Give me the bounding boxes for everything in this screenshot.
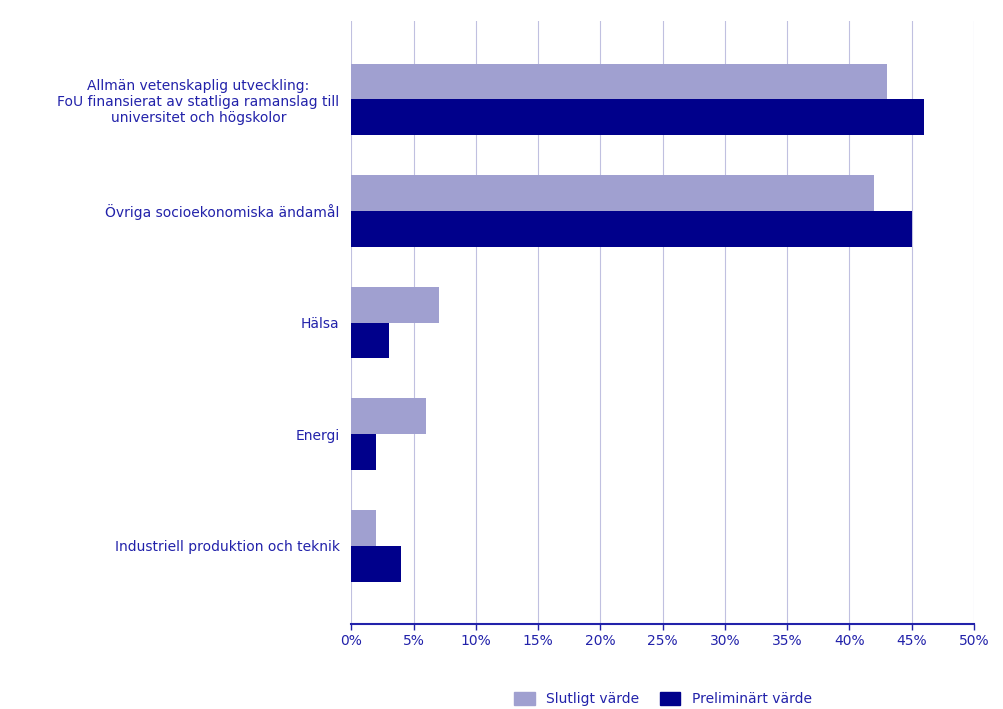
Bar [351, 175, 874, 211]
Bar [351, 287, 438, 323]
Bar [351, 434, 376, 470]
Legend: Slutligt värde, Preliminärt värde: Slutligt värde, Preliminärt värde [507, 685, 817, 709]
Bar [351, 99, 923, 135]
Bar [351, 398, 425, 434]
Bar [351, 323, 388, 358]
Bar [351, 211, 911, 247]
Bar [351, 510, 376, 546]
Bar [351, 64, 886, 99]
Bar [351, 546, 401, 581]
